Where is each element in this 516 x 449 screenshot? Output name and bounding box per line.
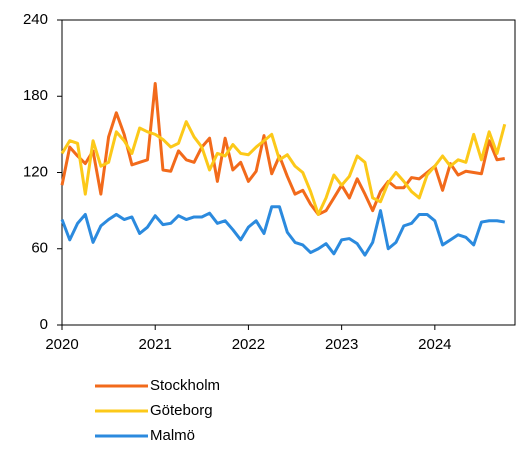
series-line [60,205,505,257]
legend-label: Malmö [150,427,195,444]
y-tick-label: 120 [23,163,48,180]
legend-label: Stockholm [150,377,220,394]
x-tick-label: 2021 [139,336,172,353]
y-tick-label: 0 [40,316,48,333]
x-tick-label: 2023 [325,336,358,353]
legend-label: Göteborg [150,402,213,419]
series-line [60,120,507,216]
x-tick-label: 2020 [45,336,78,353]
x-tick-label: 2024 [418,336,451,353]
y-tick-label: 240 [23,11,48,28]
x-tick-label: 2022 [232,336,265,353]
y-tick-label: 180 [23,87,48,104]
y-tick-label: 60 [31,240,48,257]
